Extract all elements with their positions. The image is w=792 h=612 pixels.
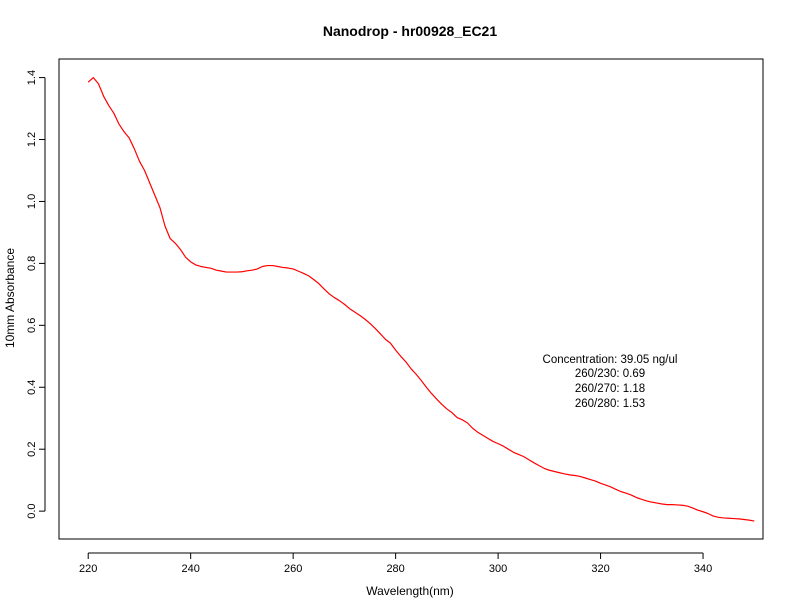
absorbance-series-line bbox=[87, 76, 755, 522]
ratio-260-230-annotation: 260/230: 0.69 bbox=[575, 368, 645, 380]
y-tick-label: 0.2 bbox=[26, 442, 38, 457]
series-layer bbox=[87, 76, 755, 522]
y-axis-label: 10mm Absorbance bbox=[3, 248, 17, 348]
x-tick-label: 320 bbox=[591, 563, 609, 575]
y-tick-label: 1.4 bbox=[26, 70, 38, 85]
x-axis-label: Wavelength(nm) bbox=[366, 584, 454, 598]
y-tick-label: 0.8 bbox=[26, 256, 38, 271]
x-tick-label: 340 bbox=[694, 563, 712, 575]
x-tick-label: 300 bbox=[489, 563, 507, 575]
y-tick-label: 0.0 bbox=[26, 503, 38, 518]
plot-frame bbox=[58, 58, 764, 540]
y-tick-label: 1.0 bbox=[26, 194, 38, 209]
x-tick-label: 240 bbox=[182, 563, 200, 575]
stats-annotation: Concentration: 39.05 ng/ul 260/230: 0.69… bbox=[543, 354, 678, 410]
x-tick-label: 260 bbox=[284, 563, 302, 575]
chart-title: Nanodrop - hr00928_EC21 bbox=[323, 23, 497, 39]
x-tick-label: 280 bbox=[386, 563, 404, 575]
x-tick-label: 220 bbox=[79, 563, 97, 575]
ratio-260-270-annotation: 260/270: 1.18 bbox=[575, 383, 645, 395]
ratio-260-280-annotation: 260/280: 1.53 bbox=[575, 398, 645, 410]
y-tick-label: 0.6 bbox=[26, 318, 38, 333]
y-tick-label: 1.2 bbox=[26, 132, 38, 147]
y-axis: 0.0 0.2 0.4 0.6 0.8 1.0 1.2 1.4 bbox=[26, 70, 46, 519]
y-tick-label: 0.4 bbox=[26, 380, 38, 395]
concentration-annotation: Concentration: 39.05 ng/ul bbox=[543, 354, 678, 366]
x-axis: 220 240 260 280 300 320 340 bbox=[79, 552, 712, 575]
